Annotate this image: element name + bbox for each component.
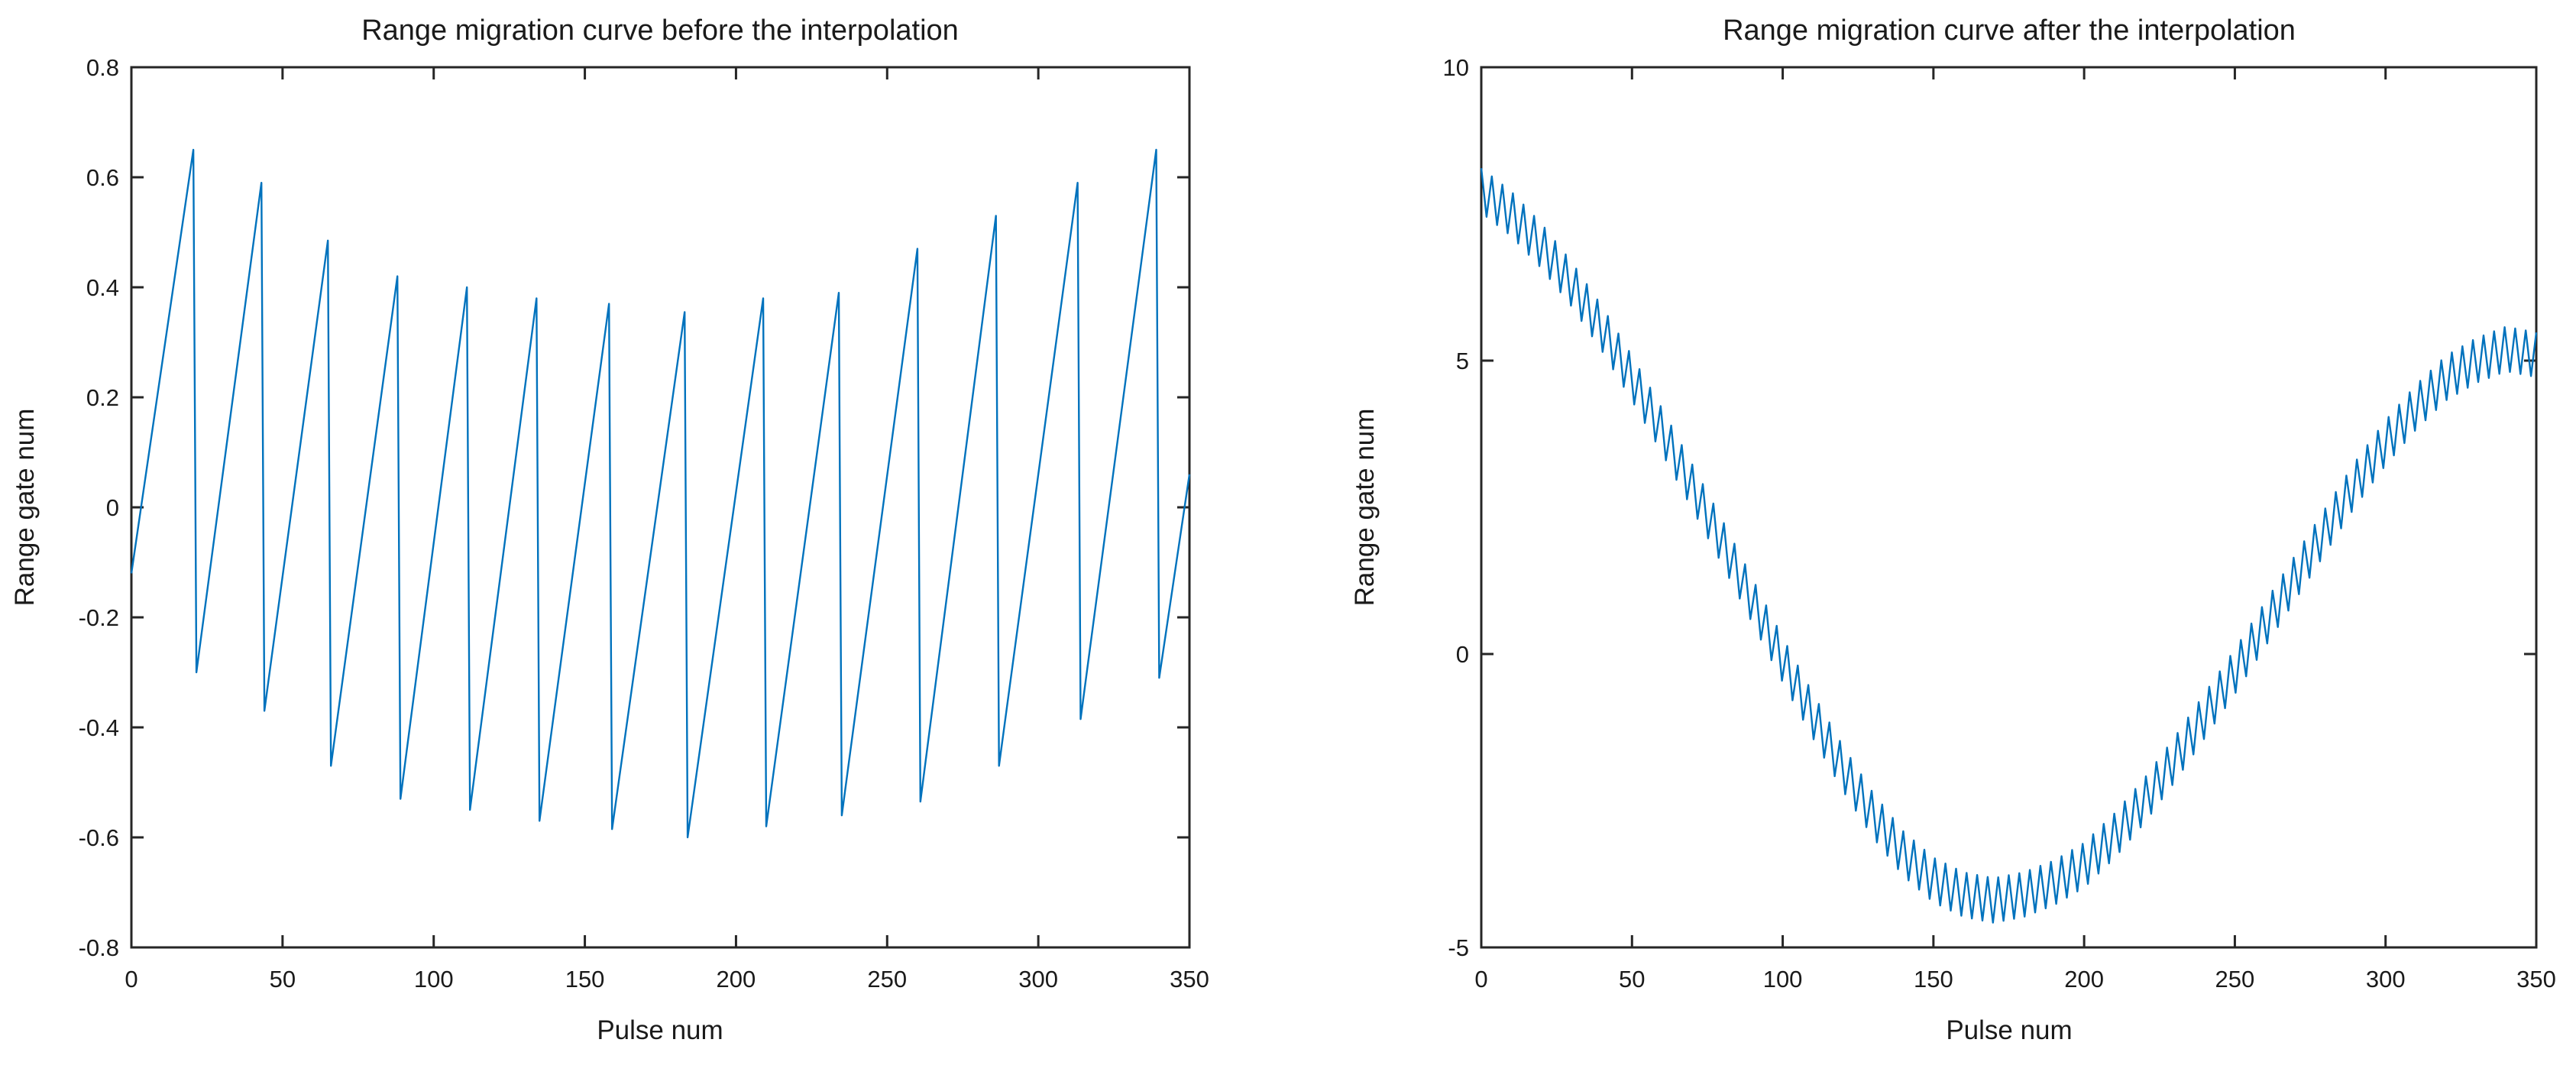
- x-tick-label: 300: [2366, 966, 2406, 992]
- y-tick-label: -0.6: [79, 824, 119, 851]
- y-axis-label: Range gate num: [1350, 409, 1380, 607]
- x-tick-label: 150: [565, 966, 605, 992]
- x-tick-label: 300: [1018, 966, 1058, 992]
- y-tick-label: 0.4: [86, 274, 119, 301]
- x-tick-label: 100: [414, 966, 454, 992]
- chart-title: Range migration curve before the interpo…: [361, 15, 959, 47]
- x-axis-label: Pulse num: [1946, 1015, 2072, 1045]
- x-tick-label: 200: [2064, 966, 2104, 992]
- x-tick-label: 100: [1763, 966, 1803, 992]
- y-tick-label: -0.8: [79, 934, 119, 961]
- plot-box: [130, 66, 1191, 949]
- data-series: [1480, 167, 2538, 924]
- chart-title: Range migration curve after the interpol…: [1723, 15, 2296, 47]
- x-tick-label: 50: [1619, 966, 1645, 992]
- y-tick-label: 0.8: [86, 54, 119, 81]
- curve: [1480, 167, 2538, 924]
- curve: [130, 148, 1191, 839]
- x-tick-label: 250: [2215, 966, 2255, 992]
- x-tick-label: 50: [270, 966, 296, 992]
- y-tick-label: 10: [1443, 54, 1469, 81]
- y-tick-label: -5: [1448, 934, 1469, 961]
- y-tick-label: -0.4: [79, 714, 119, 741]
- x-tick-label: 350: [2516, 966, 2556, 992]
- axes-box: 0 50 100 150 200 250 300 350 -0.8 -0.6 -0.4 -0.2 0 0.…: [79, 54, 1209, 992]
- y-tick-label: 5: [1456, 348, 1469, 374]
- x-tick-label: 350: [1170, 966, 1209, 992]
- y-tick-label: 0.6: [86, 164, 119, 191]
- x-axis-label: Pulse num: [597, 1015, 723, 1045]
- y-axis-label: Range gate num: [10, 409, 40, 607]
- chart-after-interpolation: Range migration curve after the interpol…: [1350, 15, 2556, 1045]
- x-tick-label: 250: [867, 966, 907, 992]
- y-tick-label: 0.2: [86, 384, 119, 411]
- x-tick-label: 200: [717, 966, 756, 992]
- chart-before-interpolation: Range migration curve before the interpo…: [10, 15, 1209, 1045]
- y-tick-label: -0.2: [79, 604, 119, 631]
- x-tick-label: 0: [125, 966, 138, 992]
- data-series: [130, 148, 1191, 839]
- y-tick-label: 0: [106, 494, 119, 521]
- x-tick-label: 150: [1914, 966, 1953, 992]
- plot-box: [1480, 66, 2538, 949]
- x-tick-label: 0: [1474, 966, 1487, 992]
- y-tick-label: 0: [1456, 641, 1469, 668]
